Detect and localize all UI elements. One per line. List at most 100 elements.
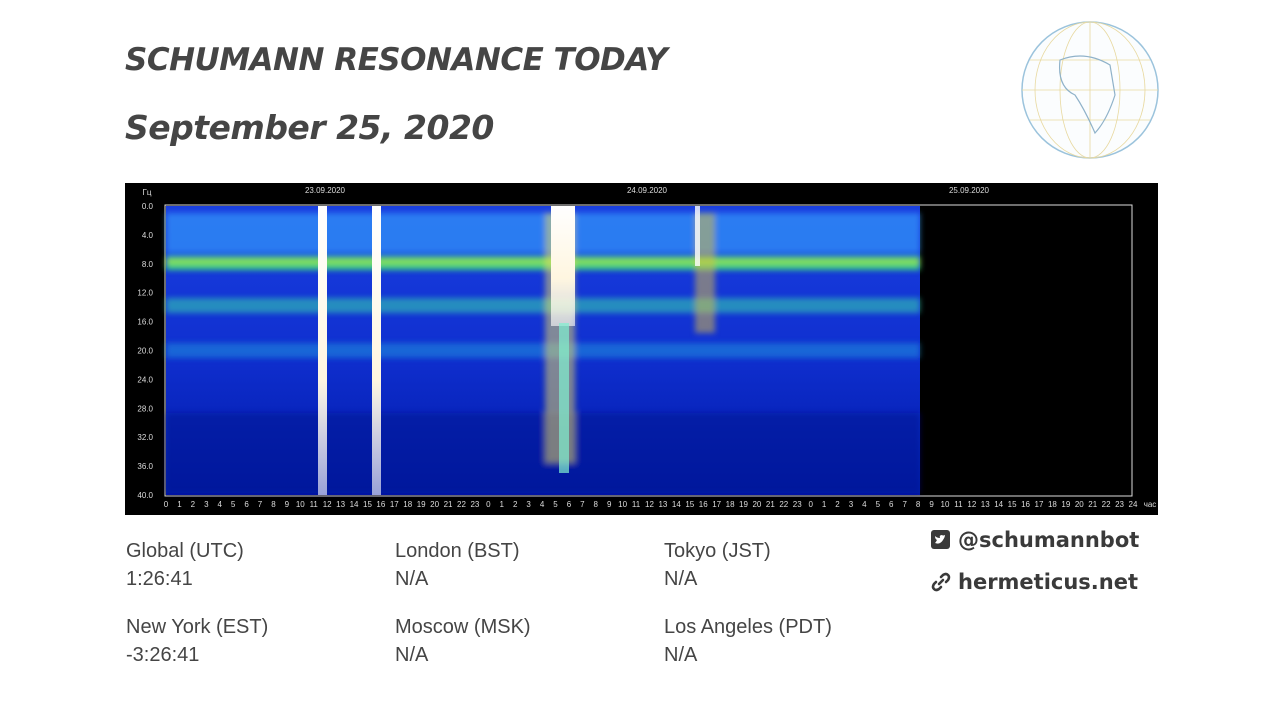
- y-label: 12.0: [137, 289, 153, 298]
- x-label: 19: [1061, 500, 1070, 509]
- x-label: 14: [672, 500, 681, 509]
- x-label: 6: [889, 500, 894, 509]
- link-icon: [931, 572, 951, 592]
- x-label: 1: [500, 500, 505, 509]
- x-label: 5: [876, 500, 881, 509]
- zone-name: Tokyo (JST): [664, 540, 771, 562]
- x-label: 15: [363, 500, 372, 509]
- zone-name: Moscow (MSK): [395, 616, 531, 638]
- x-label: 23: [793, 500, 802, 509]
- zone-name: London (BST): [395, 540, 520, 562]
- x-label: 4: [540, 500, 545, 509]
- x-label: 17: [712, 500, 721, 509]
- x-label: 8: [271, 500, 276, 509]
- x-label: 0: [164, 500, 169, 509]
- zone-name: Los Angeles (PDT): [664, 616, 832, 638]
- x-label: 4: [862, 500, 867, 509]
- x-label: 20: [1075, 500, 1084, 509]
- zone-time: 1:26:41: [126, 568, 193, 590]
- x-label: 3: [526, 500, 531, 509]
- x-label: 15: [1008, 500, 1017, 509]
- x-label: 12: [967, 500, 976, 509]
- time-zone: Tokyo (JST) N/A: [664, 537, 771, 593]
- website-link[interactable]: hermeticus.net: [958, 570, 1139, 594]
- x-label: 12: [645, 500, 654, 509]
- x-label: 24: [1129, 500, 1138, 509]
- x-label: 7: [580, 500, 585, 509]
- x-label: 11: [632, 500, 641, 509]
- x-label: 14: [994, 500, 1003, 509]
- x-label: 18: [1048, 500, 1057, 509]
- x-label: 10: [618, 500, 627, 509]
- y-label: 20.0: [137, 347, 153, 356]
- zone-time: N/A: [664, 644, 698, 666]
- x-label: 14: [350, 500, 359, 509]
- x-label: 23: [1115, 500, 1124, 509]
- y-label: 28.0: [137, 404, 153, 413]
- x-label: 18: [726, 500, 735, 509]
- time-zone: Los Angeles (PDT) N/A: [664, 613, 832, 669]
- x-label: 7: [258, 500, 263, 509]
- date-label: 25.09.2020: [949, 186, 990, 195]
- x-label: 21: [444, 500, 453, 509]
- x-label: 22: [779, 500, 788, 509]
- date-label: 23.09.2020: [305, 186, 346, 195]
- x-label: 17: [1035, 500, 1044, 509]
- x-label: 3: [849, 500, 854, 509]
- x-label: 15: [685, 500, 694, 509]
- y-label: 40.0: [137, 491, 153, 500]
- y-label: 32.0: [137, 433, 153, 442]
- x-label: 18: [403, 500, 412, 509]
- y-label: 8.0: [142, 260, 154, 269]
- y-label: 4.0: [142, 231, 154, 240]
- x-label: 2: [835, 500, 840, 509]
- x-label: 8: [594, 500, 599, 509]
- x-label: 16: [376, 500, 385, 509]
- x-label: 11: [310, 500, 319, 509]
- x-label: 9: [285, 500, 290, 509]
- x-label: 0: [486, 500, 491, 509]
- x-label: 2: [513, 500, 518, 509]
- x-label: 6: [567, 500, 572, 509]
- x-label: 22: [1102, 500, 1111, 509]
- date: September 25, 2020: [125, 108, 494, 147]
- time-zone: London (BST) N/A: [395, 537, 520, 593]
- twitter-icon: [931, 530, 950, 549]
- x-label: 5: [231, 500, 236, 509]
- zone-time: N/A: [395, 568, 429, 590]
- x-label: 1: [822, 500, 827, 509]
- x-label: 13: [981, 500, 990, 509]
- x-label: 10: [296, 500, 305, 509]
- x-label: 13: [336, 500, 345, 509]
- x-label: 9: [607, 500, 612, 509]
- x-label: 2: [191, 500, 196, 509]
- time-zone: Moscow (MSK) N/A: [395, 613, 531, 669]
- y-label: 36.0: [137, 462, 153, 471]
- time-zone: New York (EST) -3:26:41: [126, 613, 268, 669]
- zone-name: Global (UTC): [126, 540, 244, 562]
- x-label: 5: [553, 500, 558, 509]
- x-label: 4: [217, 500, 222, 509]
- x-label: 0: [808, 500, 813, 509]
- x-label: 19: [417, 500, 426, 509]
- x-label: 22: [457, 500, 466, 509]
- date-label: 24.09.2020: [627, 186, 668, 195]
- x-label: 21: [766, 500, 775, 509]
- zone-time: -3:26:41: [126, 644, 200, 666]
- zone-name: New York (EST): [126, 616, 269, 638]
- x-label: 20: [430, 500, 439, 509]
- x-label: 8: [916, 500, 921, 509]
- zone-time: N/A: [395, 644, 429, 666]
- globe: [1021, 21, 1159, 159]
- x-label: 13: [658, 500, 667, 509]
- x-label: 16: [699, 500, 708, 509]
- twitter-handle[interactable]: @schumannbot: [958, 528, 1140, 552]
- unit-label: Гц: [143, 188, 152, 197]
- x-label: 6: [244, 500, 249, 509]
- x-label: 16: [1021, 500, 1030, 509]
- title: SCHUMANN RESONANCE TODAY: [125, 42, 668, 78]
- x-label: 11: [954, 500, 963, 509]
- x-label: 3: [204, 500, 209, 509]
- x-label: 19: [739, 500, 748, 509]
